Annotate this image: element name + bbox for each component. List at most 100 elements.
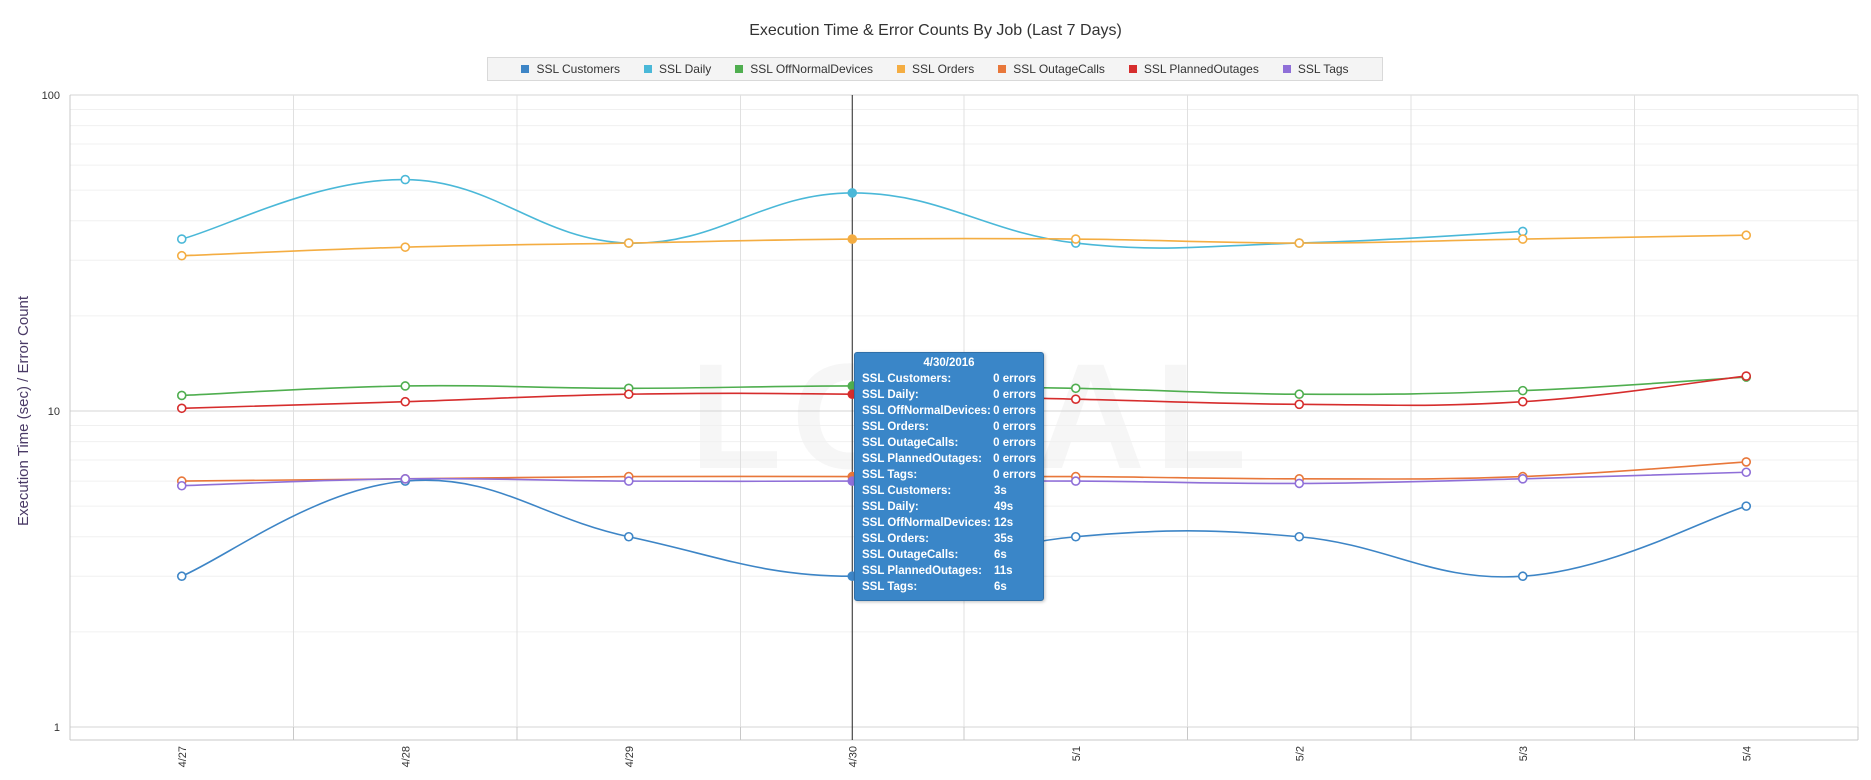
tooltip-row: SSL Customers: 0 errors xyxy=(862,371,1036,387)
tooltip-row: SSL Daily: 49s xyxy=(862,499,1036,515)
legend-label: SSL PlannedOutages xyxy=(1143,62,1259,76)
legend-swatch xyxy=(897,65,905,73)
point-ssl-daily-5-3 xyxy=(1517,226,1528,237)
tooltip-row-value: 6s xyxy=(994,581,1007,593)
point-ssl-orders-5-4 xyxy=(1741,230,1752,241)
tooltip-row-name: SSL OutageCalls: xyxy=(862,437,959,449)
legend-item-ssl-plannedoutages[interactable]: SSL PlannedOutages xyxy=(1128,62,1259,76)
tooltip-row-value: 0 errors xyxy=(993,389,1036,401)
x-tick-label-5-3: 5/3 xyxy=(1518,746,1530,761)
point-ssl-orders-5-2 xyxy=(1294,238,1305,248)
point-ssl-plannedoutages-4-28 xyxy=(400,396,411,407)
y-tick-label-100: 100 xyxy=(42,90,60,102)
tooltip-row-name: SSL Orders: xyxy=(862,533,929,545)
point-ssl-daily-4-27 xyxy=(176,234,187,244)
tooltip-row-name: SSL OffNormalDevices: xyxy=(862,517,991,529)
legend-swatch xyxy=(1282,65,1291,73)
legend-label: SSL Tags xyxy=(1297,62,1349,76)
point-ssl-customers-4-27 xyxy=(176,571,187,582)
legend: SSL Customers SSL Daily SSL OffNormalDevic… xyxy=(487,57,1383,81)
point-ssl-daily-4-28 xyxy=(400,174,411,185)
tooltip-row-value: 0 errors xyxy=(993,405,1036,417)
chart-title: Execution Time & Error Counts By Job (La… xyxy=(749,22,1122,39)
tooltip-row: SSL Daily: 0 errors xyxy=(862,387,1036,403)
point-ssl-tags-5-1 xyxy=(1070,476,1081,486)
point-ssl-customers-5-4 xyxy=(1741,501,1752,511)
x-tick-label-4-29: 4/29 xyxy=(624,746,636,767)
tooltip-row: SSL OffNormalDevices: 12s xyxy=(862,515,1036,531)
tooltip-row-value: 0 errors xyxy=(993,373,1036,385)
legend-item-ssl-tags[interactable]: SSL Tags xyxy=(1282,62,1349,76)
tooltip-row: SSL OutageCalls: 0 errors xyxy=(862,435,1036,451)
point-ssl-plannedoutages-5-1 xyxy=(1070,394,1081,404)
legend-label: SSL Customers xyxy=(536,62,621,76)
point-ssl-orders-5-1 xyxy=(1070,234,1081,244)
tooltip-row-value: 0 errors xyxy=(993,421,1036,433)
y-tick-label-1: 1 xyxy=(54,722,60,734)
point-ssl-offnormaldevices-4-28 xyxy=(400,381,411,391)
legend-item-ssl-outagecalls[interactable]: SSL OutageCalls xyxy=(998,62,1105,76)
tooltip-row: SSL OutageCalls: 6s xyxy=(862,547,1036,563)
series-line-ssl-orders xyxy=(181,234,1747,257)
point-ssl-plannedoutages-5-3 xyxy=(1517,396,1528,407)
tooltip-row-name: SSL PlannedOutages: xyxy=(862,565,982,577)
tooltip-row: SSL Tags: 0 errors xyxy=(862,467,1036,483)
tooltip-row-value: 11s xyxy=(994,565,1013,577)
tooltip-row-value: 0 errors xyxy=(993,453,1036,465)
point-ssl-offnormaldevices-4-27 xyxy=(176,390,187,401)
x-tick-label-4-27: 4/27 xyxy=(177,746,189,767)
tooltip-row-value: 6s xyxy=(994,549,1007,561)
point-ssl-offnormaldevices-5-3 xyxy=(1517,385,1528,396)
tooltip-row: SSL Orders: 0 errors xyxy=(862,419,1036,435)
point-ssl-orders-4-29 xyxy=(623,238,634,248)
tooltip-rows: SSL Customers: 0 errors SSL Daily: 0 errors… xyxy=(862,371,1036,595)
point-ssl-tags-5-3 xyxy=(1517,474,1528,484)
legend-label: SSL OutageCalls xyxy=(1013,62,1105,76)
tooltip-row-value: 12s xyxy=(994,517,1014,529)
legend-item-ssl-offnormaldevices[interactable]: SSL OffNormalDevices xyxy=(735,62,873,76)
point-ssl-daily-4-30 xyxy=(847,188,858,198)
tooltip-row-name: SSL Orders: xyxy=(862,421,929,433)
tooltip-row-value: 49s xyxy=(994,501,1014,513)
legend-item-ssl-orders[interactable]: SSL Orders xyxy=(897,62,974,76)
legend-label: SSL OffNormalDevices xyxy=(750,62,873,76)
point-ssl-tags-5-2 xyxy=(1294,478,1305,489)
tooltip-row-value: 35s xyxy=(994,533,1014,545)
tooltip-row-name: SSL OffNormalDevices: xyxy=(862,405,991,417)
legend-swatch xyxy=(998,65,1007,73)
tooltip-row-name: SSL PlannedOutages: xyxy=(862,453,982,465)
y-axis-title: Execution Time (sec) / Error Count xyxy=(15,295,32,526)
point-ssl-tags-4-28 xyxy=(400,474,411,484)
tooltip: 4/30/2016 SSL Customers: 0 errors SSL Dail… xyxy=(854,352,1044,601)
point-ssl-plannedoutages-5-4 xyxy=(1741,371,1752,381)
point-ssl-orders-5-3 xyxy=(1517,234,1528,244)
tooltip-row-name: SSL OutageCalls: xyxy=(862,549,959,561)
point-ssl-plannedoutages-4-29 xyxy=(623,389,634,400)
tooltip-row: SSL Orders: 35s xyxy=(862,531,1036,547)
point-ssl-plannedoutages-4-27 xyxy=(176,403,187,414)
legend-item-ssl-customers[interactable]: SSL Customers xyxy=(521,62,620,76)
point-ssl-orders-4-30 xyxy=(847,234,858,244)
tooltip-row: SSL OffNormalDevices: 0 errors xyxy=(862,403,1036,419)
y-tick-label-10: 10 xyxy=(48,406,60,418)
point-ssl-offnormaldevices-5-2 xyxy=(1294,389,1305,400)
tooltip-row: SSL PlannedOutages: 0 errors xyxy=(862,451,1036,467)
legend-swatch xyxy=(735,65,744,73)
tooltip-row: SSL Tags: 6s xyxy=(862,579,1036,595)
point-ssl-tags-5-4 xyxy=(1741,467,1752,478)
tooltip-row: SSL PlannedOutages: 11s xyxy=(862,563,1036,579)
tooltip-row-name: SSL Daily: xyxy=(862,501,919,513)
point-ssl-outagecalls-5-4 xyxy=(1741,457,1752,467)
tooltip-row-value: 3s xyxy=(994,485,1007,497)
legend-swatch xyxy=(644,65,653,73)
legend-item-ssl-daily[interactable]: SSL Daily xyxy=(644,62,711,76)
point-ssl-orders-4-28 xyxy=(400,242,411,252)
tooltip-title: 4/30/2016 xyxy=(923,357,975,369)
x-tick-label-5-4: 5/4 xyxy=(1741,746,1753,761)
point-ssl-orders-4-27 xyxy=(176,250,187,261)
legend-swatch xyxy=(521,65,530,73)
point-ssl-customers-4-29 xyxy=(623,531,634,542)
tooltip-row-name: SSL Customers: xyxy=(862,373,952,385)
x-tick-label-4-30: 4/30 xyxy=(847,746,859,767)
tooltip-row-name: SSL Tags: xyxy=(862,469,918,481)
